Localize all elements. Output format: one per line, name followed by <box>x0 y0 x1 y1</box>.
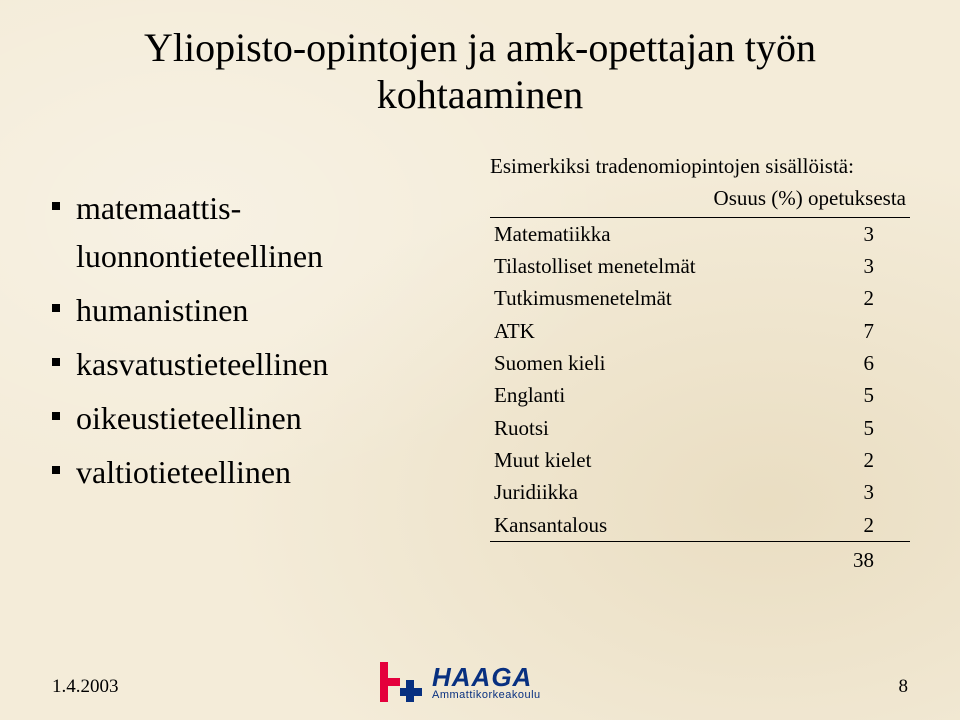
logo-main-text: HAAGA <box>432 664 541 690</box>
cell-value: 6 <box>705 347 910 379</box>
list-item: kasvatustieteellinen <box>52 340 462 388</box>
bullet-list: matemaattis-luonnontieteellinen humanist… <box>52 184 462 502</box>
data-table: Osuus (%) opetuksesta Matematiikka3 Tila… <box>490 182 910 576</box>
bullet-icon <box>52 202 60 210</box>
cell-label: Tutkimusmenetelmät <box>490 282 705 314</box>
table-row: Matematiikka3 <box>490 217 910 250</box>
footer-page-number: 8 <box>899 676 909 698</box>
bullet-text: kasvatustieteellinen <box>76 340 462 388</box>
cell-value: 2 <box>705 509 910 542</box>
table-row: Tutkimusmenetelmät2 <box>490 282 910 314</box>
cell-label: Matematiikka <box>490 217 705 250</box>
table-row: ATK7 <box>490 315 910 347</box>
cell-total: 38 <box>705 542 910 577</box>
cell-value: 3 <box>705 476 910 508</box>
logo-mark-icon <box>380 662 424 702</box>
cell-label: Muut kielet <box>490 444 705 476</box>
footer-logo: HAAGA Ammattikorkeakoulu <box>380 662 541 702</box>
cell-value: 7 <box>705 315 910 347</box>
cell-value: 2 <box>705 282 910 314</box>
cell-label: Kansantalous <box>490 509 705 542</box>
list-item: valtiotieteellinen <box>52 448 462 496</box>
table-row: Juridiikka3 <box>490 476 910 508</box>
list-item: matemaattis-luonnontieteellinen <box>52 184 462 280</box>
table-row: Muut kielet2 <box>490 444 910 476</box>
table-row: Englanti5 <box>490 379 910 411</box>
footer-date: 1.4.2003 <box>52 676 119 698</box>
bullet-icon <box>52 412 60 420</box>
cell-label: ATK <box>490 315 705 347</box>
cell-label: Suomen kieli <box>490 347 705 379</box>
bullet-text: valtiotieteellinen <box>76 448 462 496</box>
data-panel: Esimerkiksi tradenomiopintojen sisällöis… <box>490 152 910 576</box>
bullet-icon <box>52 304 60 312</box>
cell-value: 2 <box>705 444 910 476</box>
cell-label <box>490 542 705 577</box>
cell-value: 3 <box>705 250 910 282</box>
bullet-text: oikeustieteellinen <box>76 394 462 442</box>
list-item: oikeustieteellinen <box>52 394 462 442</box>
cell-value: 5 <box>705 379 910 411</box>
table-row: Suomen kieli6 <box>490 347 910 379</box>
bullet-icon <box>52 358 60 366</box>
cell-label: Tilastolliset menetelmät <box>490 250 705 282</box>
page-title: Yliopisto-opintojen ja amk-opettajan työ… <box>48 24 912 118</box>
cell-label: Ruotsi <box>490 412 705 444</box>
table-intro: Esimerkiksi tradenomiopintojen sisällöis… <box>490 152 910 180</box>
bullet-text: matemaattis-luonnontieteellinen <box>76 184 462 280</box>
cell-label: Englanti <box>490 379 705 411</box>
table-row: Ruotsi5 <box>490 412 910 444</box>
cell-value: 5 <box>705 412 910 444</box>
cell-value: 3 <box>705 217 910 250</box>
table-total-row: 38 <box>490 542 910 577</box>
cell-label: Juridiikka <box>490 476 705 508</box>
table-header-row: Osuus (%) opetuksesta <box>490 182 910 217</box>
table-row: Tilastolliset menetelmät3 <box>490 250 910 282</box>
table-row: Kansantalous2 <box>490 509 910 542</box>
list-item: humanistinen <box>52 286 462 334</box>
bullet-icon <box>52 466 60 474</box>
col-header-blank <box>490 182 705 217</box>
logo-sub-text: Ammattikorkeakoulu <box>432 690 541 701</box>
bullet-text: humanistinen <box>76 286 462 334</box>
col-header-value: Osuus (%) opetuksesta <box>705 182 910 217</box>
